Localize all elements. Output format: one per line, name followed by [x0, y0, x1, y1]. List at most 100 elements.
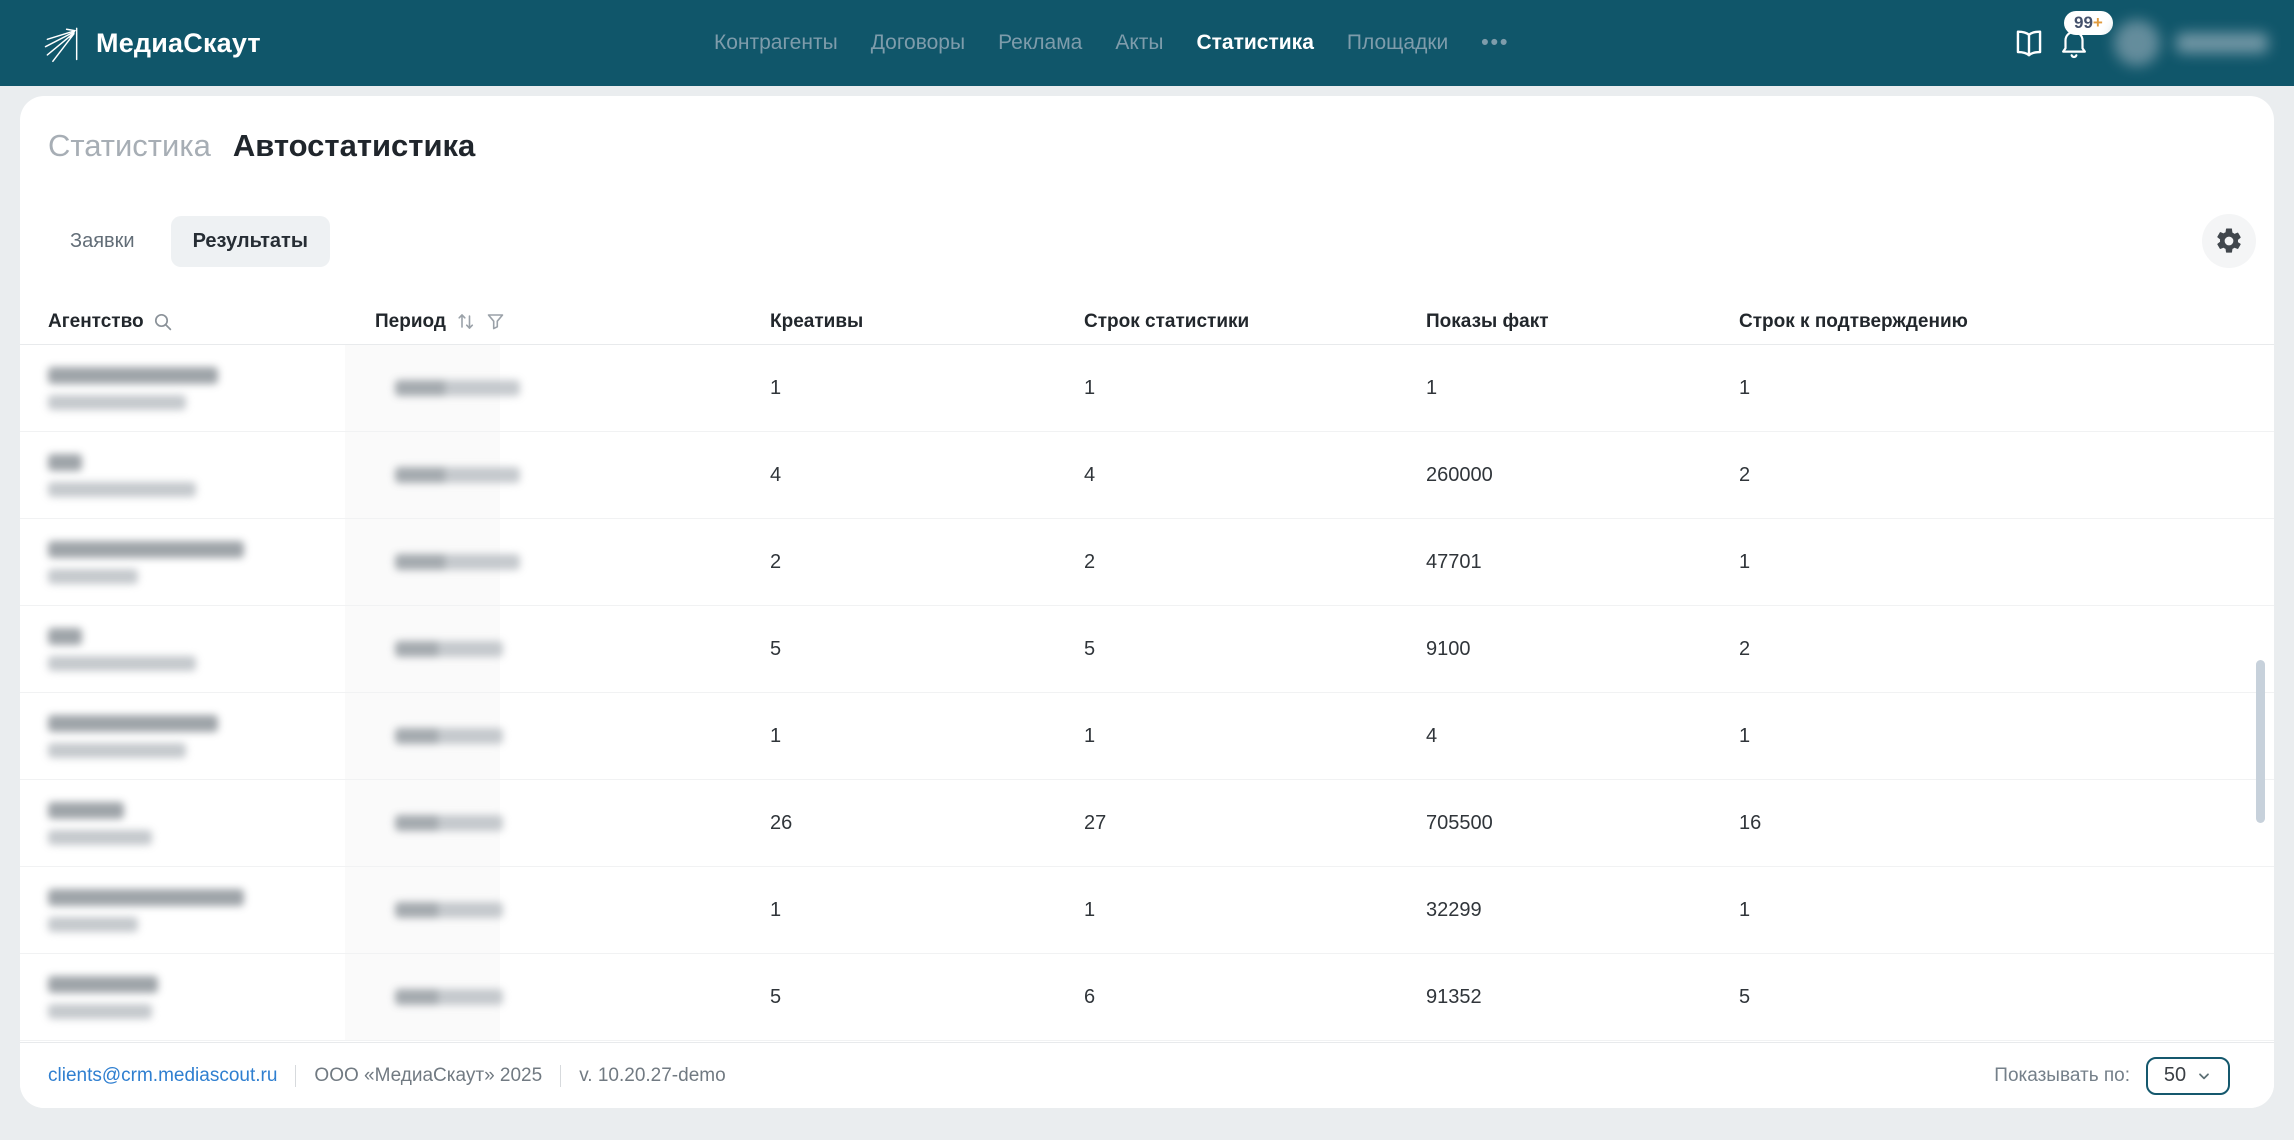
- column-header-строк-статистики[interactable]: Строк статистики: [1084, 310, 1250, 332]
- rows-to-confirm-cell: 1: [1739, 724, 1751, 747]
- table-row[interactable]: 2 2 47701 1: [20, 519, 2274, 606]
- page-title: Автостатистика: [232, 128, 476, 163]
- period-cell: [375, 519, 770, 605]
- column-header-креативы[interactable]: Креативы: [770, 310, 864, 332]
- impressions-cell: 705500: [1426, 811, 1493, 834]
- creatives-cell: 1: [770, 724, 782, 747]
- agency-cell: [48, 780, 375, 866]
- page-size-value: 50: [2163, 1064, 2187, 1086]
- table-row[interactable]: 1 1 32299 1: [20, 867, 2274, 954]
- footer-divider: [295, 1064, 297, 1087]
- table-row[interactable]: 26 27 705500 16: [20, 780, 2274, 867]
- agency-cell: [48, 954, 375, 1040]
- rows-to-confirm-cell: 16: [1739, 811, 1762, 834]
- table-row[interactable]: 5 6 91352 5: [20, 954, 2274, 1041]
- tab-результаты[interactable]: Результаты: [170, 215, 330, 267]
- period-cell: [375, 432, 770, 518]
- table-row[interactable]: 5 5 9100 2: [20, 606, 2274, 693]
- redacted-period: [395, 554, 520, 570]
- creatives-cell: 2: [770, 550, 782, 573]
- redacted-period: [395, 902, 503, 918]
- column-header-показы-факт[interactable]: Показы факт: [1426, 310, 1549, 332]
- content-card: Статистика Автостатистика Заявки Результа…: [20, 96, 2274, 1108]
- redacted-agency-subtext: [48, 1003, 152, 1019]
- app-version: v. 10.20.27-demo: [579, 1064, 726, 1086]
- notifications-count-badge[interactable]: 99+: [2064, 11, 2113, 35]
- redacted-agency-name: [48, 801, 124, 819]
- redacted-agency-name: [48, 540, 244, 558]
- redacted-agency-name: [48, 453, 82, 471]
- impressions-cell: 32299: [1426, 898, 1482, 921]
- redacted-agency-subtext: [48, 916, 138, 932]
- nav-item-площадки[interactable]: Площадки: [1346, 31, 1449, 54]
- nav-item-реклама[interactable]: Реклама: [998, 31, 1083, 54]
- vertical-scrollbar-thumb[interactable]: [2256, 660, 2265, 823]
- impressions-cell: 4: [1426, 724, 1438, 747]
- redacted-period: [395, 815, 503, 831]
- impressions-cell: 91352: [1426, 985, 1482, 1008]
- page-size-select[interactable]: 50: [2146, 1056, 2230, 1095]
- breadcrumb-section[interactable]: Статистика: [48, 128, 211, 163]
- redacted-period: [395, 728, 503, 744]
- nav-item-договоры[interactable]: Договоры: [870, 31, 966, 54]
- nav-more-menu[interactable]: •••: [1481, 31, 1510, 54]
- rows-to-confirm-cell: 2: [1739, 637, 1751, 660]
- logo-text: МедиаСкаут: [96, 27, 261, 58]
- period-cell: [375, 345, 770, 431]
- main-nav: Контрагенты Договоры Реклама Акты Статистика…: [714, 0, 1509, 86]
- column-header-строк-к-подтверждению[interactable]: Строк к подтверждению: [1739, 310, 1968, 332]
- search-icon[interactable]: [153, 312, 173, 332]
- sort-icon[interactable]: [455, 312, 477, 331]
- period-cell: [375, 693, 770, 779]
- nav-item-контрагенты[interactable]: Контрагенты: [714, 31, 838, 54]
- table-row[interactable]: 1 1 1 1: [20, 345, 2274, 432]
- table-settings-button[interactable]: [2202, 214, 2256, 268]
- chevron-down-icon: [2196, 1068, 2212, 1084]
- redacted-agency-subtext: [48, 481, 196, 497]
- column-header-агентство[interactable]: Агентство: [48, 299, 375, 344]
- stat-rows-cell: 6: [1084, 985, 1096, 1008]
- period-cell: [375, 867, 770, 953]
- creatives-cell: 26: [770, 811, 793, 834]
- creatives-cell: 5: [770, 637, 782, 660]
- stat-rows-cell: 1: [1084, 376, 1096, 399]
- rows-to-confirm-cell: 1: [1739, 898, 1751, 921]
- company-copyright: ООО «МедиаСкаут» 2025: [314, 1064, 543, 1086]
- table-row[interactable]: 4 4 260000 2: [20, 432, 2274, 519]
- rows-to-confirm-cell: 5: [1739, 985, 1751, 1008]
- app-logo[interactable]: МедиаСкаут: [40, 0, 261, 86]
- column-header-период[interactable]: Период: [375, 299, 770, 344]
- username-redacted[interactable]: [2176, 33, 2268, 53]
- creatives-cell: 5: [770, 985, 782, 1008]
- redacted-period: [395, 641, 503, 657]
- nav-item-статистика[interactable]: Статистика: [1196, 31, 1314, 54]
- agency-cell: [48, 432, 375, 518]
- logo-arrow-icon: [40, 21, 84, 65]
- redacted-agency-subtext: [48, 829, 152, 845]
- card-footer: clients@crm.mediascout.ru ООО «МедиаСкау…: [20, 1042, 2274, 1108]
- guide-book-icon[interactable]: [2012, 0, 2046, 86]
- redacted-agency-name: [48, 888, 244, 906]
- table-body: 1 1 1 1 4 4 260000 2 2 2 47701 1: [20, 345, 2274, 1042]
- filter-icon[interactable]: [486, 312, 505, 331]
- table-row[interactable]: 1 1 4 1: [20, 693, 2274, 780]
- support-email-link[interactable]: clients@crm.mediascout.ru: [48, 1064, 278, 1086]
- table-header-row: Агентство Период Креативы Строк статисти…: [20, 299, 2274, 345]
- redacted-agency-name: [48, 975, 158, 993]
- redacted-period: [395, 380, 520, 396]
- creatives-cell: 1: [770, 376, 782, 399]
- stat-rows-cell: 1: [1084, 724, 1096, 747]
- period-cell: [375, 954, 770, 1040]
- stat-rows-cell: 1: [1084, 898, 1096, 921]
- redacted-agency-subtext: [48, 655, 196, 671]
- avatar[interactable]: [2114, 20, 2160, 66]
- nav-item-акты[interactable]: Акты: [1115, 31, 1164, 54]
- redacted-agency-name: [48, 627, 82, 645]
- tab-заявки[interactable]: Заявки: [70, 229, 135, 252]
- top-navigation-bar: МедиаСкаут Контрагенты Договоры Реклама Акт…: [0, 0, 2294, 86]
- creatives-cell: 1: [770, 898, 782, 921]
- gear-icon: [2214, 226, 2244, 256]
- tabs: Заявки Результаты: [48, 214, 330, 268]
- redacted-agency-subtext: [48, 394, 186, 410]
- redacted-agency-name: [48, 714, 218, 732]
